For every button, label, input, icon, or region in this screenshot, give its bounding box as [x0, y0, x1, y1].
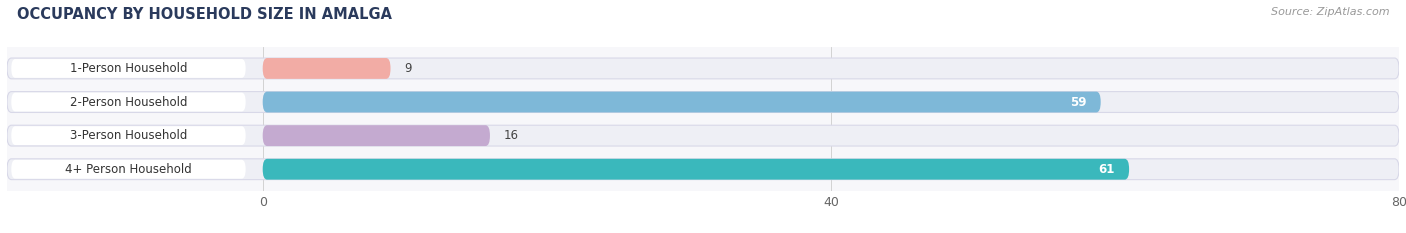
- Text: 59: 59: [1070, 96, 1087, 109]
- FancyBboxPatch shape: [263, 125, 489, 146]
- FancyBboxPatch shape: [263, 58, 391, 79]
- FancyBboxPatch shape: [11, 59, 246, 78]
- FancyBboxPatch shape: [263, 92, 1101, 113]
- Text: 1-Person Household: 1-Person Household: [70, 62, 187, 75]
- Text: 16: 16: [505, 129, 519, 142]
- FancyBboxPatch shape: [11, 93, 246, 111]
- FancyBboxPatch shape: [11, 160, 246, 179]
- FancyBboxPatch shape: [7, 159, 1399, 180]
- Text: OCCUPANCY BY HOUSEHOLD SIZE IN AMALGA: OCCUPANCY BY HOUSEHOLD SIZE IN AMALGA: [17, 7, 392, 22]
- FancyBboxPatch shape: [263, 159, 1129, 180]
- Text: Source: ZipAtlas.com: Source: ZipAtlas.com: [1271, 7, 1389, 17]
- Text: 4+ Person Household: 4+ Person Household: [65, 163, 191, 176]
- Text: 9: 9: [405, 62, 412, 75]
- FancyBboxPatch shape: [7, 125, 1399, 146]
- FancyBboxPatch shape: [7, 92, 1399, 113]
- Text: 61: 61: [1098, 163, 1115, 176]
- FancyBboxPatch shape: [11, 126, 246, 145]
- FancyBboxPatch shape: [7, 58, 1399, 79]
- Text: 2-Person Household: 2-Person Household: [70, 96, 187, 109]
- Text: 3-Person Household: 3-Person Household: [70, 129, 187, 142]
